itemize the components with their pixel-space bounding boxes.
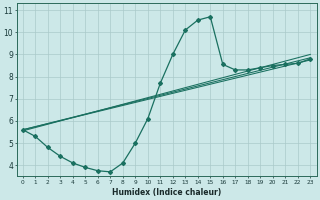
X-axis label: Humidex (Indice chaleur): Humidex (Indice chaleur)	[112, 188, 221, 197]
